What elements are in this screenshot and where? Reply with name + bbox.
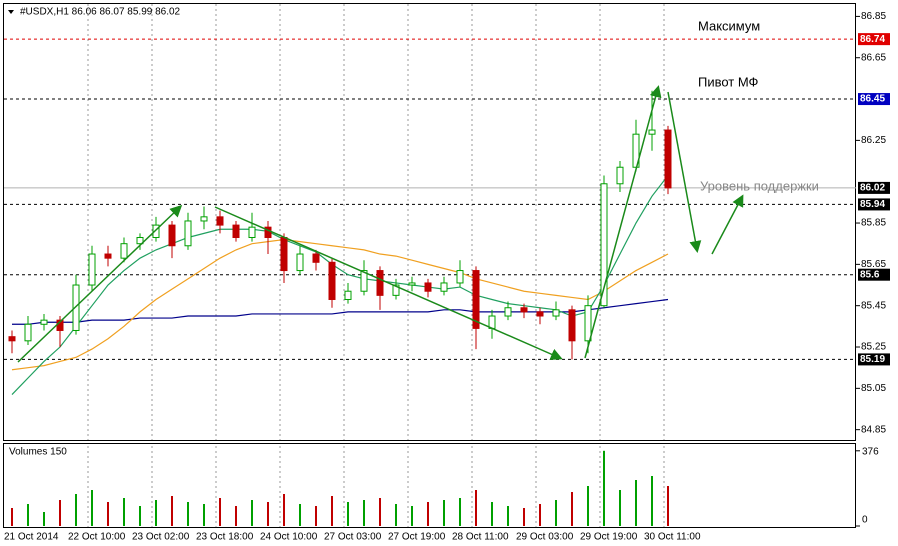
candle-body <box>536 311 544 317</box>
y-tick-label: 86.85 <box>861 11 886 22</box>
candle-body <box>600 183 608 307</box>
candle-body <box>280 236 288 272</box>
candle-body <box>584 305 592 342</box>
y-tick-label: 84.85 <box>861 424 886 435</box>
arrow <box>584 85 662 359</box>
candle-body <box>40 319 48 325</box>
menu-icon[interactable] <box>8 10 14 14</box>
annotation: Максимум <box>698 18 760 33</box>
level-label: 85.94 <box>860 199 885 210</box>
arrow <box>711 194 744 255</box>
candle-body <box>232 224 240 238</box>
x-tick-label: 30 Oct 11:00 <box>644 532 701 543</box>
header: #USDX,H1 86.06 86.07 85.99 86.02 <box>20 7 181 18</box>
arrow <box>667 91 702 253</box>
candle-body <box>264 226 272 238</box>
candle-body <box>312 253 320 263</box>
y-tick-label: 86.25 <box>861 135 886 146</box>
candle-body <box>552 309 560 317</box>
candle-body <box>200 216 208 222</box>
candle-body <box>184 220 192 247</box>
price-pane <box>3 3 856 441</box>
arrow <box>17 204 183 363</box>
candle-body <box>424 282 432 292</box>
y-tick-label: 85.25 <box>861 342 886 353</box>
candle-body <box>152 224 160 238</box>
candle-body <box>168 224 176 247</box>
level-label: 85.19 <box>860 354 885 365</box>
volume-tick-label: 376 <box>862 447 879 458</box>
candle-body <box>328 261 336 300</box>
candle-body <box>648 129 656 135</box>
x-tick-label: 23 Oct 02:00 <box>132 532 190 543</box>
y-tick-label: 85.85 <box>861 218 886 229</box>
candle-body <box>472 270 480 329</box>
annotation: Пивот МФ <box>698 74 759 89</box>
x-tick-label: 24 Oct 10:00 <box>260 532 318 543</box>
candle-body <box>520 307 528 313</box>
y-tick-label: 85.45 <box>861 300 886 311</box>
candle-body <box>456 270 464 284</box>
candle-body <box>664 129 672 189</box>
arrow <box>214 206 563 360</box>
candle-body <box>296 253 304 272</box>
level-label: 86.45 <box>860 94 885 105</box>
level-box <box>858 268 890 281</box>
moving-average <box>11 238 669 371</box>
x-tick-label: 23 Oct 18:00 <box>196 532 254 543</box>
level-label: 86.74 <box>860 34 885 45</box>
y-tick-label: 86.65 <box>861 52 886 63</box>
candle-body <box>440 282 448 292</box>
candle-body <box>344 290 352 300</box>
candle-body <box>136 236 144 245</box>
candle-body <box>24 323 32 342</box>
level-box <box>858 181 890 194</box>
x-tick-label: 27 Oct 19:00 <box>388 532 446 543</box>
y-tick-label: 85.05 <box>861 383 886 394</box>
candle-body <box>248 226 256 238</box>
candle-body <box>216 216 224 226</box>
x-tick-label: 27 Oct 03:00 <box>324 532 382 543</box>
trend-arrows <box>17 85 744 363</box>
candle-body <box>568 309 576 342</box>
candle-body <box>392 284 400 296</box>
level-box <box>858 353 890 366</box>
level-box <box>858 93 890 106</box>
level-label: 86.02 <box>860 183 885 194</box>
levels <box>4 38 856 360</box>
candle-body <box>8 336 16 342</box>
y-tick-label: 85.65 <box>861 259 886 270</box>
x-tick-label: 29 Oct 03:00 <box>516 532 574 543</box>
candle-body <box>616 166 624 185</box>
x-tick-label: 29 Oct 19:00 <box>580 532 638 543</box>
grid <box>87 4 860 527</box>
candle-body <box>376 270 384 296</box>
volume-tick-label: 0 <box>862 515 868 526</box>
x-tick-label: 22 Oct 10:00 <box>68 532 126 543</box>
volume-title: Volumes 150 <box>9 447 67 458</box>
candle-body <box>104 253 112 259</box>
volume-pane <box>3 443 856 528</box>
candle-body <box>504 307 512 317</box>
annotation: Уровень поддержки <box>700 178 819 193</box>
candle-body <box>120 243 128 259</box>
candle-body <box>360 270 368 292</box>
level-label: 85.6 <box>860 269 880 280</box>
x-tick-label: 28 Oct 11:00 <box>452 532 509 543</box>
plot <box>8 90 672 526</box>
candle-body <box>88 253 96 286</box>
x-tick-label: 21 Oct 2014 <box>4 532 59 543</box>
level-box <box>858 198 890 211</box>
candle-body <box>72 284 80 331</box>
level-box <box>858 33 890 46</box>
candle-body <box>408 282 416 286</box>
